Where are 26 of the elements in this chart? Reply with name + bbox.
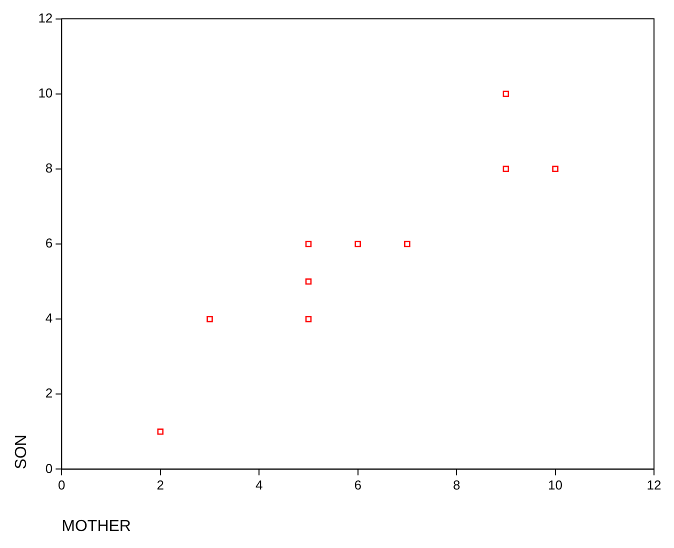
x-axis-title: MOTHER xyxy=(62,518,131,535)
y-tick-label: 10 xyxy=(38,85,53,100)
y-axis-title: SON xyxy=(13,434,30,470)
x-tick-label: 12 xyxy=(646,478,662,493)
y-tick-label: 8 xyxy=(45,160,53,176)
x-tick-label: 0 xyxy=(58,478,66,493)
x-tick-label: 4 xyxy=(255,478,263,493)
x-tick-label: 8 xyxy=(452,478,460,493)
point xyxy=(305,278,312,285)
point xyxy=(206,316,213,322)
y-tick-label: 12 xyxy=(38,10,53,26)
y-tick-label: 6 xyxy=(45,236,53,251)
x-tick-label: 2 xyxy=(156,478,164,493)
point xyxy=(502,166,510,172)
point xyxy=(404,240,410,248)
point xyxy=(354,240,361,248)
y-tick-label: 0 xyxy=(45,460,53,476)
point xyxy=(502,90,510,97)
x-tick-label: 10 xyxy=(548,478,563,493)
x-tick-label: 6 xyxy=(354,478,362,493)
point xyxy=(157,428,164,435)
y-tick-label: 4 xyxy=(45,310,53,326)
point xyxy=(552,166,558,172)
point xyxy=(305,316,312,322)
y-tick-label: 2 xyxy=(45,386,53,401)
point xyxy=(305,240,312,248)
